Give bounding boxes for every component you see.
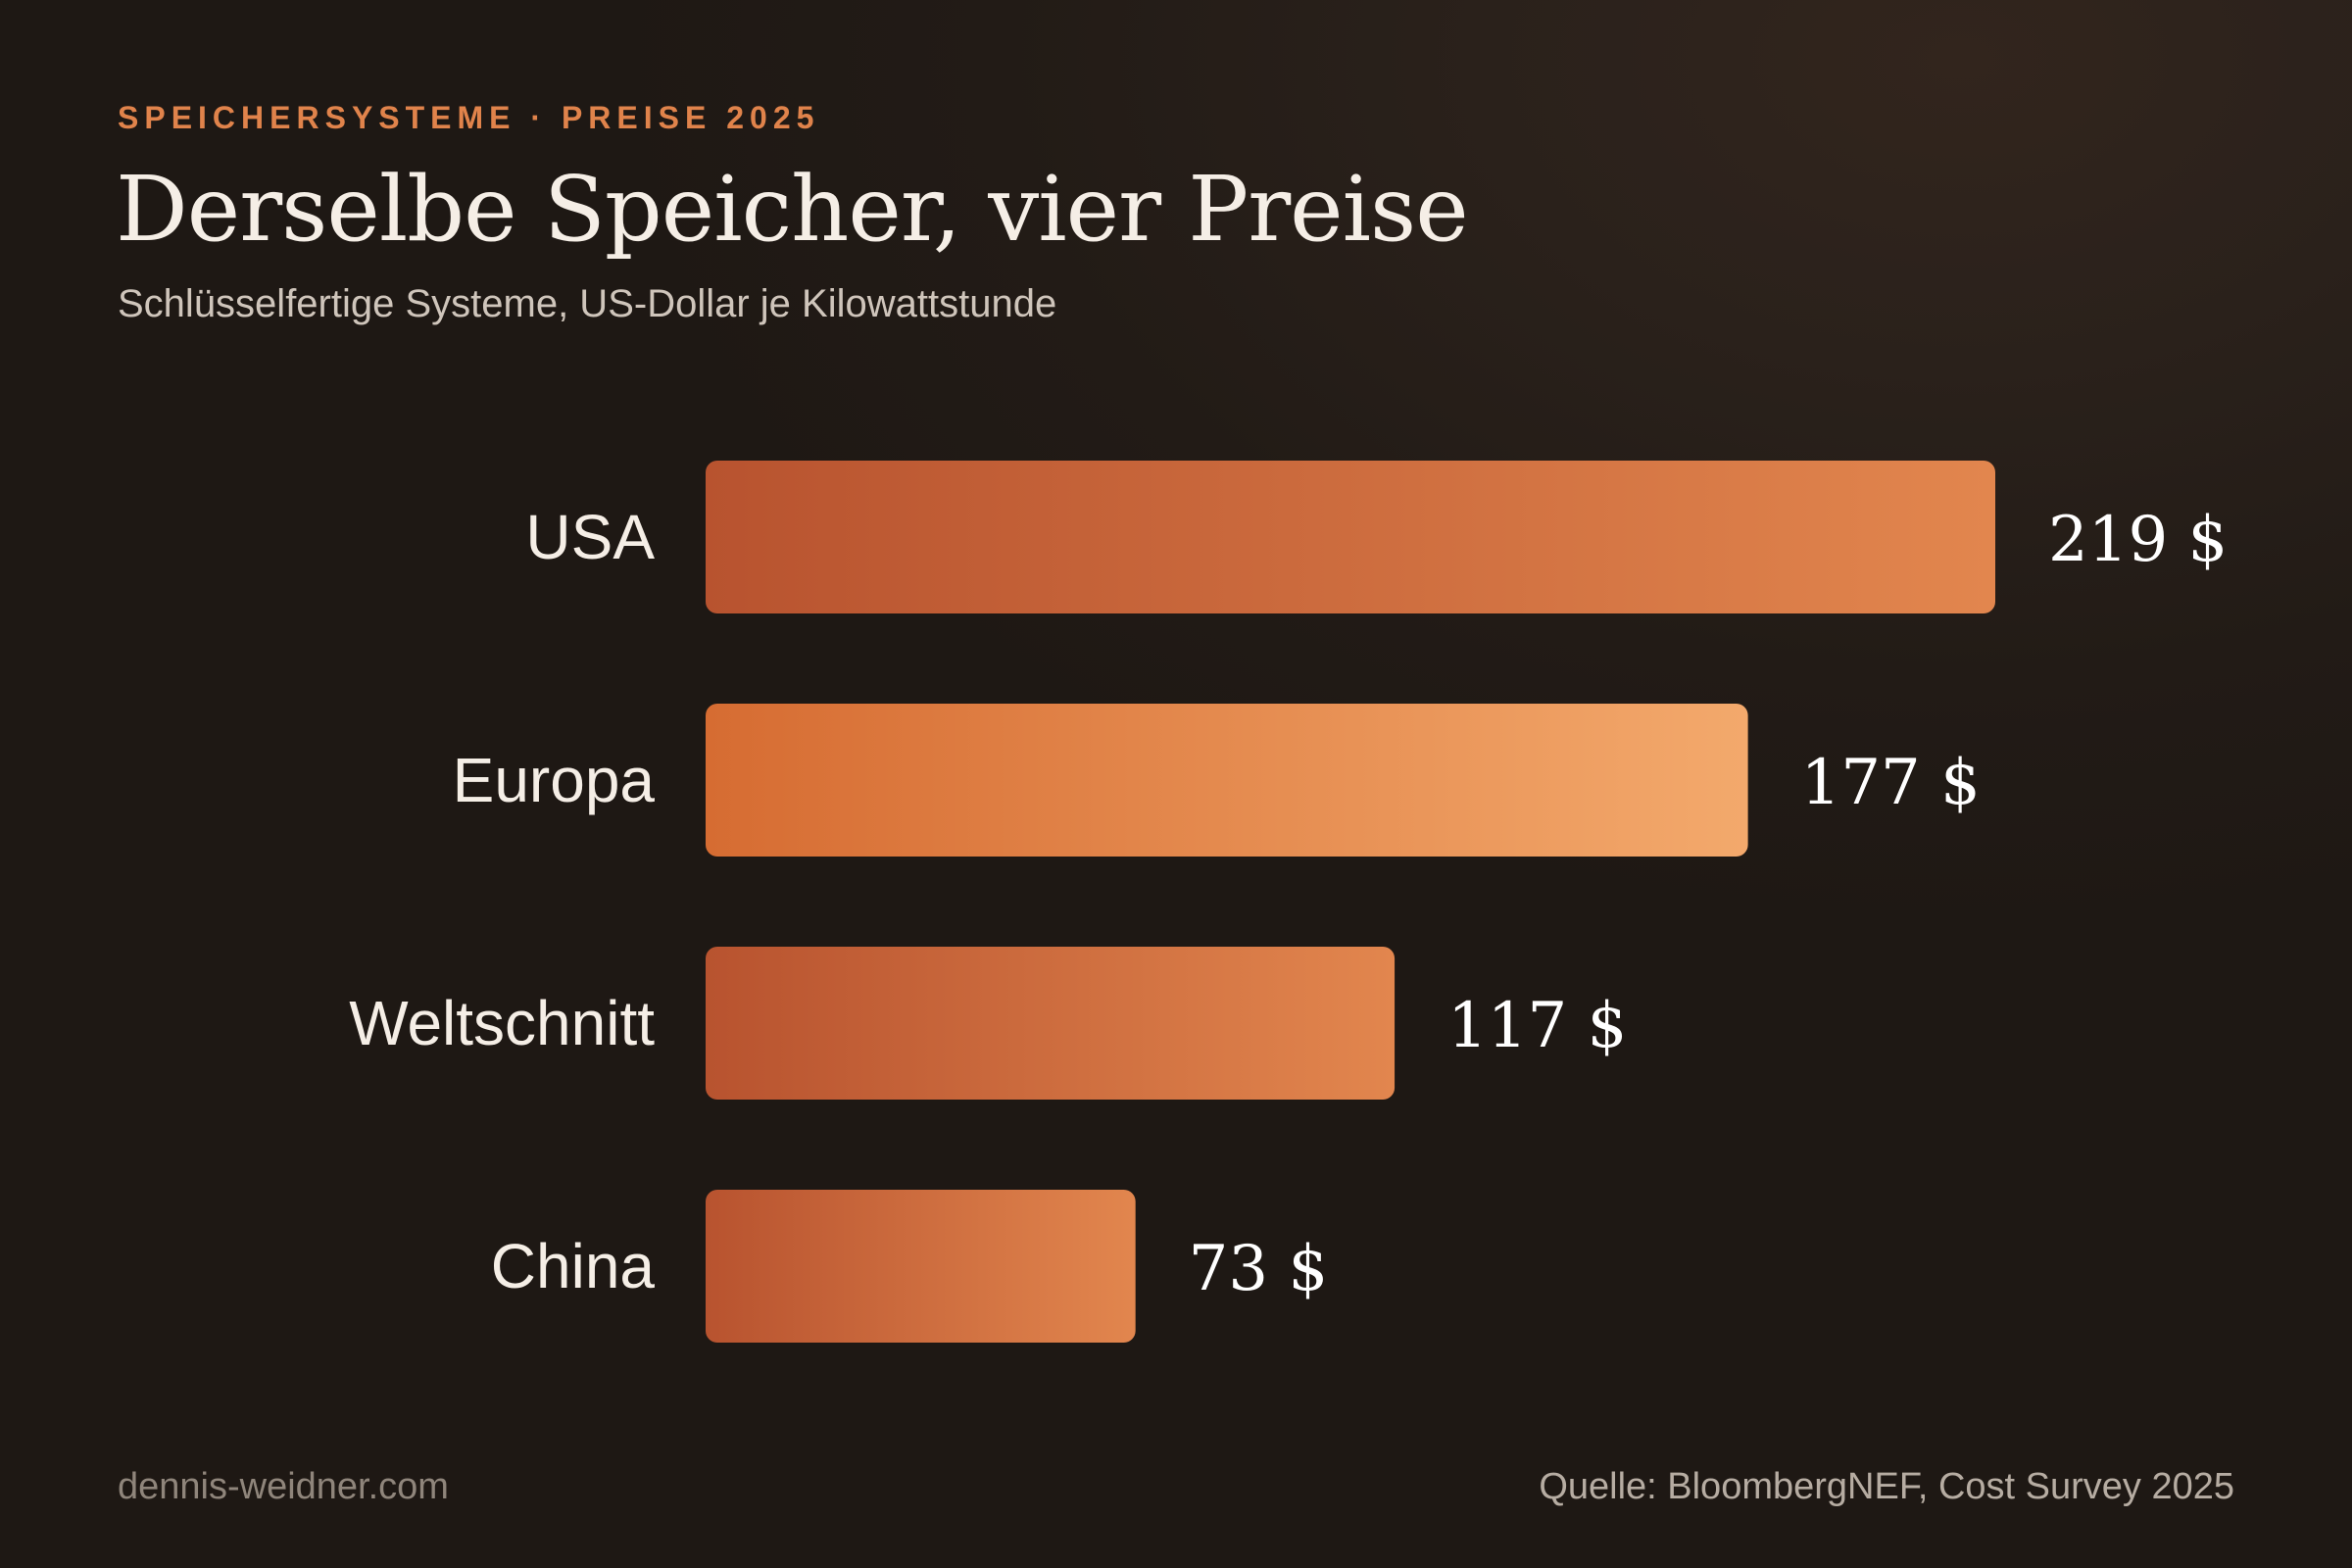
chart-title: Derselbe Speicher, vier Preise <box>116 157 1469 262</box>
chart-subtitle: Schlüsselfertige Systeme, US-Dollar je K… <box>118 282 1057 325</box>
value-label-china: 73 $ <box>1189 1233 1329 1305</box>
bar-europa <box>706 704 1748 857</box>
value-label-europa: 177 $ <box>1801 747 1981 819</box>
chart-kicker: SPEICHERSYSTEME · PREISE 2025 <box>118 100 820 135</box>
value-label-weltschnitt: 117 $ <box>1447 990 1627 1062</box>
category-label-usa: USA <box>525 502 655 572</box>
category-label-china: China <box>491 1231 656 1301</box>
bars-layer: USA 219 $ Europa 177 $ Weltschnitt 117 $ China… <box>349 461 2228 1343</box>
category-label-weltschnitt: Weltschnitt <box>349 988 655 1058</box>
footer-source: Quelle: BloombergNEF, Cost Survey 2025 <box>1539 1466 2234 1507</box>
bar-weltschnitt <box>706 947 1396 1100</box>
category-label-europa: Europa <box>453 745 656 815</box>
bar-china <box>706 1190 1136 1343</box>
value-label-usa: 219 $ <box>2048 504 2228 576</box>
bar-usa <box>706 461 1995 613</box>
footer-website: dennis-weidner.com <box>118 1466 449 1507</box>
